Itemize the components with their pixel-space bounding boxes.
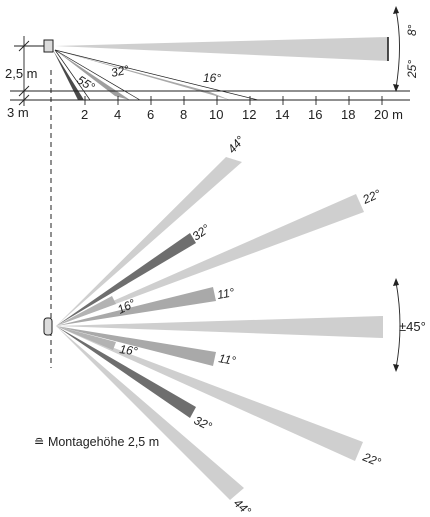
side-angle-16: 16° (203, 71, 221, 85)
tick-16: 16 (308, 107, 322, 122)
side-ray-1 (54, 49, 259, 101)
beam-11-upper (56, 287, 216, 326)
beam-16-upper (56, 296, 116, 326)
top-view: 44° 22° 32° 11° 16° ±45° 16° 11° 32° 22°… (43, 133, 426, 517)
side-beam-55 (53, 50, 84, 100)
side-beam-32 (55, 50, 230, 100)
side-ray-2 (54, 49, 141, 101)
beam-11-lower (56, 326, 216, 366)
tick-10: 10 (209, 107, 223, 122)
beam-22-lower (56, 326, 363, 461)
top-label-16-lower: 16° (119, 342, 139, 358)
side-beam-long (55, 37, 388, 61)
tick-2: 2 (81, 107, 88, 122)
beam-32-upper (56, 233, 196, 326)
tick-18: 18 (341, 107, 355, 122)
beam-32-lower (56, 326, 196, 418)
beam-16-lower (56, 326, 116, 350)
top-label-44-lower: 44° (231, 496, 254, 517)
side-view: 2,5 m 3 m 2 4 6 8 10 12 (5, 6, 419, 122)
beam-44-lower (56, 326, 244, 500)
tick-4: 4 (114, 107, 121, 122)
top-label-22-lower: 22° (360, 449, 383, 469)
top-label-11-upper: 11° (216, 285, 236, 302)
axis-ticks (84, 96, 383, 105)
tick-12: 12 (242, 107, 256, 122)
tilt-top-label: 8° (405, 24, 419, 36)
beam-22-upper (56, 194, 364, 326)
tick-6: 6 (147, 107, 154, 122)
sensor-side (43, 39, 54, 53)
sensor-top (43, 317, 53, 336)
tilt-bottom-label: 25° (405, 60, 419, 79)
top-label-center: ±45° (399, 319, 426, 334)
height-label: 2,5 m (5, 66, 38, 81)
tick-8: 8 (180, 107, 187, 122)
top-label-11-lower: 11° (217, 351, 237, 368)
side-angle-32: 32° (110, 62, 131, 80)
tick-20: 20 m (374, 107, 403, 122)
side-beam-16 (55, 50, 130, 100)
floor-slash-lower (18, 94, 30, 106)
height-top-slash (18, 40, 30, 52)
floor-slash-upper (18, 85, 30, 97)
top-label-22-upper: 22° (360, 186, 383, 207)
center-rotation-arrow (393, 278, 401, 372)
mounting-height-note: ≘ Montagehöhe 2,5 m (34, 435, 159, 449)
tick-14: 14 (275, 107, 289, 122)
offset-label: 3 m (7, 105, 29, 120)
side-ray-3 (54, 49, 91, 101)
tilt-arrow (393, 6, 400, 92)
axis-tick-labels: 2 4 6 8 10 12 14 16 18 20 m (81, 107, 403, 122)
beam-center (56, 316, 383, 338)
beam-44-upper (56, 157, 242, 326)
top-label-44-upper: 44° (225, 133, 248, 156)
top-label-32-lower: 32° (192, 413, 215, 434)
